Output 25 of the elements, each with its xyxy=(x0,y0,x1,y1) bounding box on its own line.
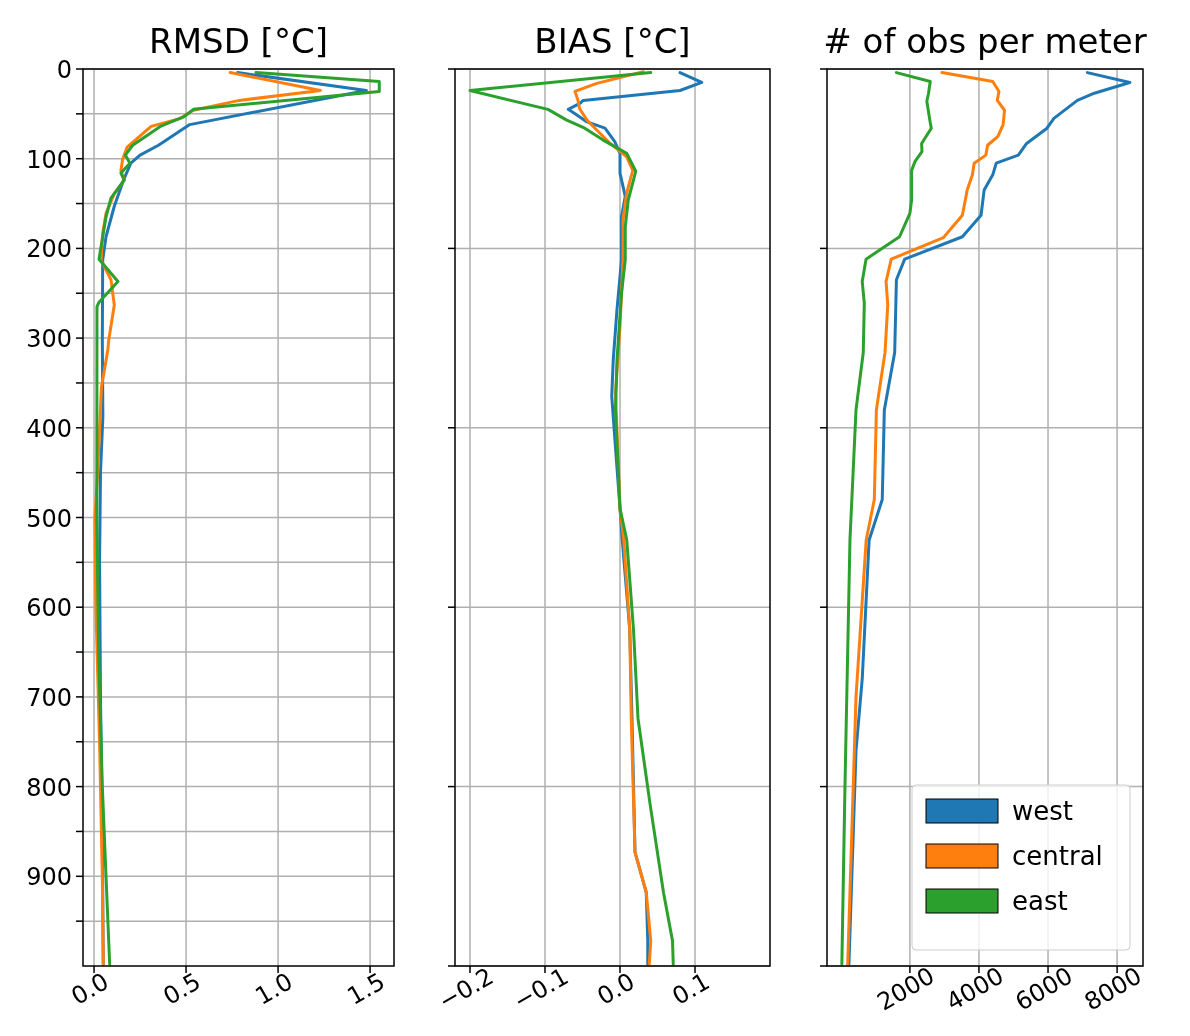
x-tick-label: 0.1 xyxy=(667,967,715,1011)
y-tick-label: 300 xyxy=(26,325,72,354)
chart-title: # of obs per meter xyxy=(823,21,1147,61)
legend-label: east xyxy=(1012,886,1068,916)
y-tick-label: 400 xyxy=(26,414,72,443)
y-tick-label: 800 xyxy=(26,773,72,802)
y-tick-label: 100 xyxy=(26,145,72,174)
legend-label: central xyxy=(1012,841,1103,871)
y-tick-label: 200 xyxy=(26,235,72,264)
x-tick-label: −0.1 xyxy=(508,962,574,1016)
y-tick-label: 700 xyxy=(26,683,72,712)
legend-label: west xyxy=(1012,796,1074,826)
x-tick-label: 1.0 xyxy=(250,967,298,1011)
x-tick-label: 4000 xyxy=(941,961,1009,1017)
x-tick-label: 0.5 xyxy=(158,967,206,1011)
x-tick-label: −0.2 xyxy=(433,962,499,1016)
x-tick-label: 0.0 xyxy=(66,967,114,1011)
y-tick-label: 500 xyxy=(26,504,72,533)
y-tick-label: 900 xyxy=(26,863,72,892)
chart-title: BIAS [°C] xyxy=(534,21,691,61)
y-tick-label: 0 xyxy=(56,56,72,84)
x-tick-label: 0.0 xyxy=(592,967,640,1011)
x-tick-label: 1.5 xyxy=(342,967,390,1011)
chart-title: RMSD [°C] xyxy=(149,21,328,61)
y-tick-label: 600 xyxy=(26,594,72,623)
